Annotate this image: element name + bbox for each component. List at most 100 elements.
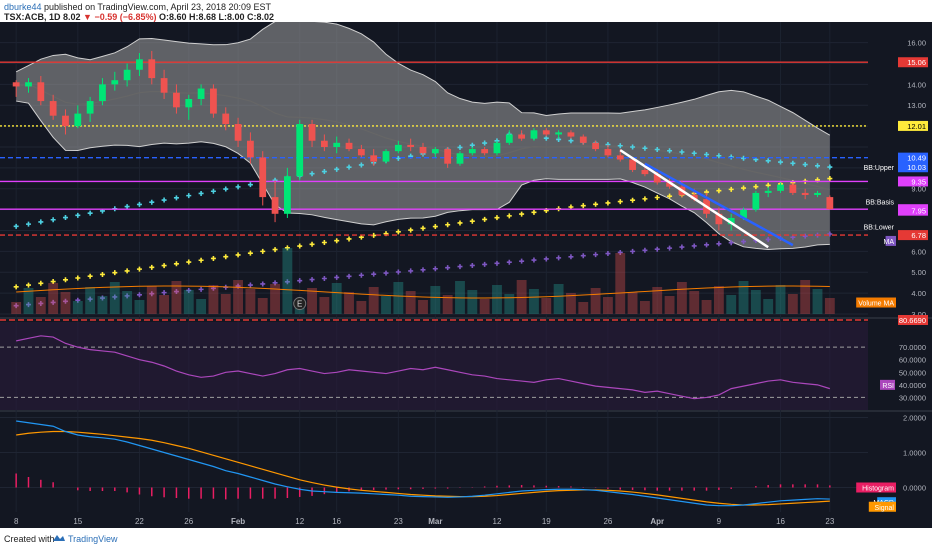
ma-purple-mark <box>642 247 648 253</box>
x-tick-label: 9 <box>717 517 722 526</box>
candle-body <box>764 190 772 193</box>
volume-bar <box>35 297 46 314</box>
volume-bar <box>85 287 96 314</box>
candle-body <box>530 130 538 139</box>
sar-yellow-mark <box>284 245 290 251</box>
ma-purple-mark <box>260 281 266 287</box>
volume-bar <box>787 294 798 314</box>
volume-bar <box>504 294 515 314</box>
volume-bar <box>60 292 71 314</box>
volume-ma-line <box>16 285 830 299</box>
volume-bar <box>307 288 317 314</box>
sar-cyan-mark <box>679 149 685 155</box>
sar-cyan-mark <box>815 163 821 169</box>
x-tick-label: Apr <box>650 517 664 526</box>
ma-purple-mark <box>827 231 833 237</box>
ma-purple-mark <box>334 274 340 280</box>
sar-yellow-mark <box>630 197 636 203</box>
ma-purple-mark <box>580 253 586 259</box>
candle-body <box>234 124 242 141</box>
ma-purple-mark <box>25 302 31 308</box>
volume-bar <box>590 288 601 314</box>
chart-footer: Created with TradingView <box>0 528 932 550</box>
x-tick-label: 23 <box>825 517 834 526</box>
candle-body <box>271 197 279 214</box>
chart-canvas[interactable]: E 8 15 22 26 Feb 12 16 23 Mar 12 19 26 Apr 9 16 23 16.0… <box>0 20 932 528</box>
sar-yellow-mark <box>519 211 525 217</box>
sar-cyan-mark <box>223 186 229 192</box>
rsi-axis-label: 30.0000 <box>899 393 926 402</box>
candle-body <box>789 184 797 193</box>
trend-line-blue <box>644 162 794 247</box>
volume-bar <box>245 289 256 314</box>
candle-body <box>481 149 489 154</box>
sar-cyan-mark <box>198 190 204 196</box>
macd-axis-label: 2.0000 <box>903 414 926 423</box>
sar-cyan-mark <box>235 184 241 190</box>
x-tick-label: 12 <box>493 517 502 526</box>
volume-bar <box>689 291 700 314</box>
rsi-series-badge <box>880 379 895 390</box>
sar-yellow-mark <box>642 196 648 202</box>
sar-yellow-mark <box>235 252 241 258</box>
ma-purple-mark <box>556 255 562 261</box>
indicator-label: MA <box>884 239 895 246</box>
tradingview-link[interactable]: TradingView <box>68 534 118 544</box>
ma-purple-mark <box>716 241 722 247</box>
rsi-axis-label: 40.0000 <box>899 381 926 390</box>
candle-body <box>641 169 649 175</box>
volume-bar <box>467 290 478 314</box>
sar-yellow-mark <box>445 222 451 228</box>
ma-purple-mark <box>568 254 574 260</box>
tradingview-logo-icon <box>53 535 65 541</box>
volume-bar <box>270 284 280 314</box>
sar-yellow-mark <box>420 225 426 231</box>
sar-cyan-mark <box>469 142 475 148</box>
sar-yellow-mark <box>210 255 216 261</box>
sar-yellow-mark <box>161 263 167 269</box>
ma-purple-mark <box>284 279 290 285</box>
chart-header: dburke44 published on TradingView.com, A… <box>0 0 932 22</box>
volume-bar <box>664 296 675 314</box>
ma-purple-mark <box>654 246 660 252</box>
candle-body <box>62 115 69 127</box>
sar-yellow-mark <box>124 268 130 274</box>
candle-body <box>25 82 32 87</box>
rsi-axis-label: 60.0000 <box>899 356 926 365</box>
sar-cyan-mark <box>802 162 808 168</box>
candle-body <box>801 192 809 196</box>
volume-bar <box>109 282 120 314</box>
volume-bar <box>220 294 231 314</box>
indicator-label: BB:Upper <box>864 165 895 172</box>
price-axis-label-badge <box>898 152 928 163</box>
volume-bar <box>319 297 330 314</box>
candle-body <box>777 184 784 191</box>
candle-body <box>197 88 205 99</box>
ma-purple-mark <box>272 280 278 286</box>
sar-yellow-mark <box>321 240 327 245</box>
macd-series-badge <box>856 482 896 493</box>
chart-area[interactable]: E 8 15 22 26 Feb 12 16 23 Mar 12 19 26 Apr 9 16 23 16.0… <box>0 20 932 528</box>
sar-cyan-mark <box>173 195 179 201</box>
volume-bar <box>800 280 811 314</box>
volume-bar <box>23 288 34 314</box>
sar-yellow-mark <box>198 257 204 263</box>
rsi-line <box>16 335 831 400</box>
volume-bar <box>824 298 835 314</box>
macd-axis-label: 0.0000 <box>903 484 926 493</box>
ma-purple-mark <box>136 292 142 298</box>
candle-body <box>283 176 291 214</box>
candle-body <box>715 213 723 225</box>
volume-bar <box>122 291 133 314</box>
ma-purple-mark <box>617 249 623 255</box>
sar-yellow-mark <box>827 176 833 182</box>
macd-series-badge <box>868 501 896 512</box>
sar-cyan-mark <box>87 210 93 216</box>
author-link[interactable]: dburke44 <box>4 2 42 12</box>
candle-body <box>259 157 267 198</box>
earnings-event-label: E <box>297 300 302 309</box>
sar-yellow-mark <box>38 280 44 286</box>
sar-cyan-mark <box>75 212 81 218</box>
candle-body <box>123 69 131 81</box>
ma-purple-mark <box>112 294 118 300</box>
